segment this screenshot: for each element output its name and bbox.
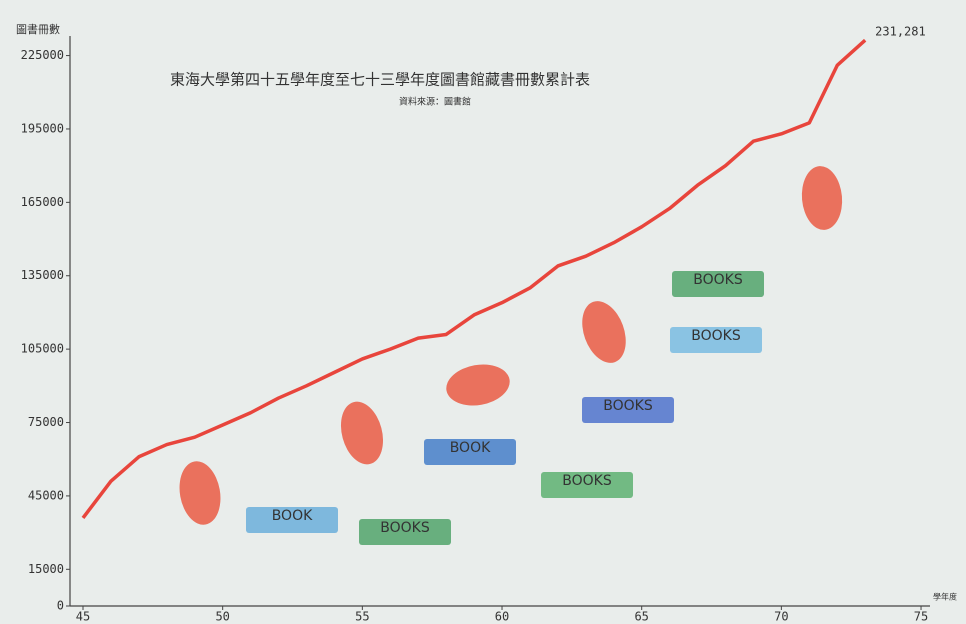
data-line (81, 38, 867, 519)
book-sticker-label: BOOK (272, 508, 313, 524)
book-sticker-label: BOOKS (691, 328, 741, 344)
bean-figure (446, 364, 510, 406)
book-sticker-label: BOOKS (603, 398, 653, 414)
y-tick-label: 225000 (21, 48, 64, 62)
book-sticker (582, 397, 674, 423)
book-sticker (672, 271, 764, 297)
bean-figure (179, 461, 221, 525)
x-tick-label: 70 (774, 610, 788, 624)
y-tick-label: 105000 (21, 342, 64, 356)
y-tick-label: 165000 (21, 195, 64, 209)
value-label: 231,281 (875, 25, 926, 39)
y-axis-label: 圖書冊數 (16, 22, 60, 36)
x-tick-label: 65 (634, 610, 648, 624)
bean-figure (801, 166, 843, 230)
book-sticker (670, 327, 762, 353)
book-sticker-label: BOOKS (693, 272, 743, 288)
y-tick-label: 75000 (28, 415, 64, 429)
x-tick-label: 60 (495, 610, 509, 624)
book-sticker (246, 507, 338, 533)
book-sticker-label: BOOKS (380, 520, 430, 536)
book-sticker (541, 472, 633, 498)
y-tick-label: 135000 (21, 268, 64, 282)
y-tick-label: 195000 (21, 121, 64, 135)
book-sticker (424, 439, 516, 465)
book-sticker (359, 519, 451, 545)
y-tick-label: 15000 (28, 562, 64, 576)
x-tick-label: 55 (355, 610, 369, 624)
y-tick-label: 0 (57, 599, 64, 613)
book-sticker-label: BOOKS (562, 473, 612, 489)
chart-title: 東海大學第四十五學年度至七十三學年度圖書館藏書冊數累計表 (170, 71, 590, 89)
bean-figure (340, 401, 384, 465)
book-sticker-label: BOOK (450, 440, 491, 456)
bean-figure (582, 301, 626, 363)
x-tick-label: 75 (914, 610, 928, 624)
x-tick-label: 50 (215, 610, 229, 624)
x-axis-label: 學年度 (933, 592, 957, 602)
y-tick-label: 45000 (28, 488, 64, 502)
x-tick-label: 45 (76, 610, 90, 624)
chart-subtitle: 資料來源：圖書館 (399, 96, 471, 108)
